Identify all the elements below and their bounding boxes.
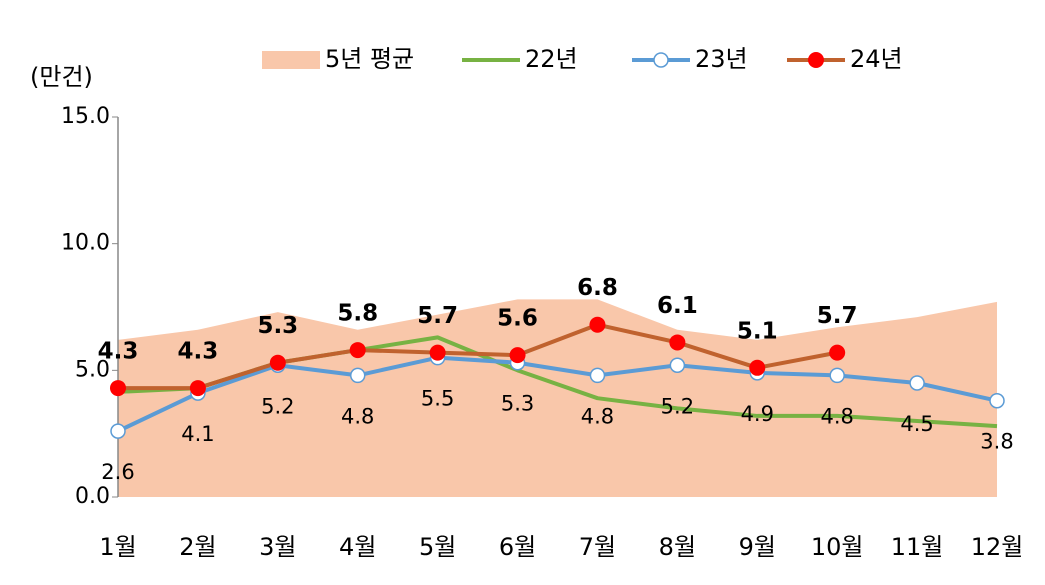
marker [829, 344, 846, 361]
x-tick-label: 10월 [811, 533, 864, 561]
data-label: 5.6 [497, 306, 538, 332]
marker [509, 347, 526, 364]
legend-label: 24년 [850, 45, 903, 73]
data-label: 5.2 [661, 394, 694, 418]
y-tick-label: 0.0 [75, 484, 110, 509]
marker [589, 367, 606, 384]
legend-marker [653, 52, 669, 68]
marker [110, 423, 126, 439]
marker [269, 354, 286, 371]
marker [589, 316, 606, 333]
data-label: 4.5 [900, 412, 933, 436]
line [118, 322, 838, 391]
data-label: 5.1 [737, 318, 778, 344]
y-tick-label: 15.0 [61, 104, 110, 129]
x-tick-label: 5월 [419, 533, 456, 561]
data-label: 2.6 [101, 460, 134, 484]
marker [829, 367, 845, 384]
data-label: 6.1 [657, 293, 698, 319]
line [117, 355, 998, 433]
x-tick-label: 12월 [971, 533, 1024, 561]
x-tick-label: 2월 [179, 533, 216, 561]
x-tick-label: 11월 [891, 533, 944, 561]
marker [749, 359, 766, 376]
data-label: 4.8 [820, 404, 853, 428]
data-label: 4.3 [98, 339, 139, 365]
data-label: 4.8 [341, 404, 374, 428]
x-tick-label: 8월 [659, 533, 696, 561]
marker [349, 367, 366, 384]
marker [669, 357, 686, 374]
legend-marker [808, 52, 824, 68]
marker [189, 380, 206, 397]
data-label: 6.8 [577, 275, 618, 301]
x-tick-label: 9월 [739, 533, 776, 561]
data-label: 4.1 [181, 422, 214, 446]
x-tick-label: 1월 [99, 533, 136, 561]
data-label: 5.3 [501, 392, 534, 416]
x-tick-label: 4월 [339, 533, 376, 561]
data-label: 3.8 [980, 430, 1013, 454]
data-label: 4.8 [581, 404, 614, 428]
data-label: 5.2 [261, 394, 294, 418]
marker [909, 375, 925, 391]
data-label: 5.7 [817, 303, 858, 329]
y-tick-label: 5.0 [75, 357, 110, 382]
legend-label: 22년 [525, 45, 578, 73]
x-tick-label: 3월 [259, 533, 296, 561]
data-label: 5.7 [417, 303, 458, 329]
legend-label: 23년 [695, 45, 748, 73]
data-label: 4.9 [741, 402, 774, 426]
marker [989, 392, 1005, 409]
marker [429, 344, 446, 361]
data-label: 4.3 [178, 339, 219, 365]
y-axis-label: (만건) [30, 63, 93, 91]
y-tick-label: 10.0 [61, 231, 110, 256]
x-tick-label: 7월 [579, 533, 616, 561]
data-label: 5.3 [257, 313, 298, 339]
marker [349, 342, 366, 359]
data-label: 5.8 [337, 301, 378, 327]
data-label: 5.5 [421, 387, 454, 411]
legend-label: 5년 평균 [325, 45, 414, 73]
legend-swatch [262, 51, 320, 69]
x-tick-label: 6월 [499, 533, 536, 561]
marker [669, 334, 686, 351]
marker [110, 380, 126, 397]
area [118, 299, 997, 497]
